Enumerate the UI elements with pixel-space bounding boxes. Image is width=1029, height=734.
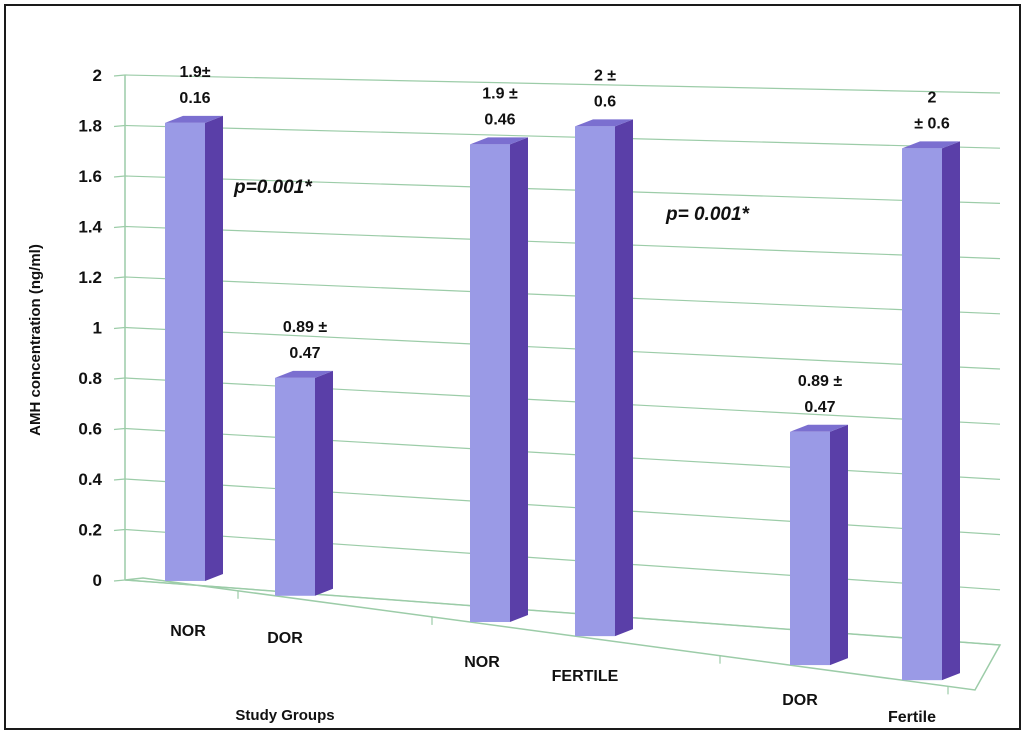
p-value-annotation-1: p=0.001* bbox=[233, 177, 313, 198]
x-category-label: NOR bbox=[464, 654, 500, 671]
bar-top bbox=[790, 424, 848, 432]
y-tick-label: 0.4 bbox=[78, 470, 102, 489]
y-tick-label: 1.6 bbox=[78, 167, 102, 186]
data-label: 1.9± bbox=[179, 64, 210, 81]
bar-side bbox=[942, 141, 960, 681]
bar-side bbox=[315, 370, 333, 596]
data-label: 2 ± bbox=[594, 67, 616, 84]
gridline bbox=[124, 377, 1001, 425]
x-category-label: FERTILE bbox=[552, 668, 619, 685]
p-value-annotation-2: p= 0.001* bbox=[665, 204, 751, 225]
data-label: 2 bbox=[928, 89, 937, 106]
bar bbox=[275, 370, 333, 596]
bar-side bbox=[615, 119, 633, 637]
bar-top bbox=[470, 137, 528, 145]
gridline bbox=[124, 427, 1001, 480]
data-label: 1.9 ± bbox=[482, 85, 518, 102]
y-tick-label: 1.4 bbox=[78, 218, 102, 237]
y-tick bbox=[113, 124, 126, 128]
bar bbox=[902, 141, 960, 681]
bar-top bbox=[575, 119, 633, 127]
data-label: 0.89 ± bbox=[798, 373, 843, 390]
gridline bbox=[124, 326, 1001, 370]
data-label: 0.47 bbox=[289, 345, 320, 362]
bar-top bbox=[902, 141, 960, 149]
y-tick bbox=[113, 377, 126, 380]
x-category-label: NOR bbox=[170, 623, 206, 640]
x-axis-title: Study Groups bbox=[235, 707, 334, 724]
bar-top bbox=[165, 115, 223, 123]
data-label: 0.46 bbox=[484, 111, 515, 128]
y-tick bbox=[113, 326, 126, 330]
gridline bbox=[124, 478, 1001, 536]
data-label: 0.6 bbox=[594, 93, 616, 110]
y-tick-label: 1 bbox=[93, 319, 102, 338]
data-label: 0.16 bbox=[179, 90, 210, 107]
y-tick bbox=[113, 74, 126, 77]
y-tick-label: 1.8 bbox=[78, 117, 102, 136]
gridlines bbox=[124, 74, 1001, 646]
gridline bbox=[124, 124, 1001, 149]
data-label: 0.47 bbox=[804, 399, 835, 416]
bars bbox=[165, 115, 960, 681]
y-tick-label: 0 bbox=[93, 571, 102, 590]
axes bbox=[113, 74, 1002, 695]
y-axis-title: AMH concentration (ng/ml) bbox=[27, 244, 44, 436]
bar bbox=[470, 137, 528, 623]
bar-front bbox=[575, 126, 615, 637]
gridline bbox=[124, 74, 1001, 94]
bar-front bbox=[790, 431, 830, 666]
y-tick bbox=[113, 427, 126, 431]
bar-front bbox=[470, 144, 510, 623]
y-tick-label: 0.2 bbox=[78, 521, 102, 540]
bar-side bbox=[205, 115, 223, 581]
labels: 0 0.2 0.4 0.6 0.8 1 1.2 1.4 1.6 1.8 2 1.9± 0.16 0.89 … bbox=[78, 64, 949, 726]
bar-front bbox=[902, 148, 942, 681]
bar-top bbox=[275, 370, 333, 378]
bar-side bbox=[510, 137, 528, 623]
y-tick bbox=[113, 528, 126, 532]
y-tick bbox=[113, 579, 126, 582]
y-tick-label: 2 bbox=[93, 66, 102, 85]
gridline bbox=[124, 175, 1001, 204]
y-tick bbox=[113, 175, 126, 178]
floor-outline bbox=[124, 577, 1002, 691]
y-tick bbox=[113, 276, 126, 279]
bar bbox=[790, 424, 848, 666]
bar-front bbox=[275, 377, 315, 596]
x-category-label: DOR bbox=[782, 692, 818, 709]
bar-front bbox=[165, 122, 205, 581]
data-label: ± 0.6 bbox=[914, 115, 950, 132]
x-category-label: DOR bbox=[267, 630, 303, 647]
bar bbox=[165, 115, 223, 581]
y-tick bbox=[113, 478, 126, 481]
y-tick-label: 0.8 bbox=[78, 369, 102, 388]
bar bbox=[575, 119, 633, 637]
x-category-label: Fertile bbox=[888, 709, 936, 726]
bar-side bbox=[830, 424, 848, 666]
y-tick-label: 1.2 bbox=[78, 268, 102, 287]
y-tick-label: 0.6 bbox=[78, 420, 102, 439]
gridline bbox=[124, 528, 1001, 591]
gridline bbox=[124, 225, 1001, 260]
data-label: 0.89 ± bbox=[283, 319, 328, 336]
y-tick bbox=[113, 225, 126, 229]
gridline bbox=[124, 276, 1001, 315]
